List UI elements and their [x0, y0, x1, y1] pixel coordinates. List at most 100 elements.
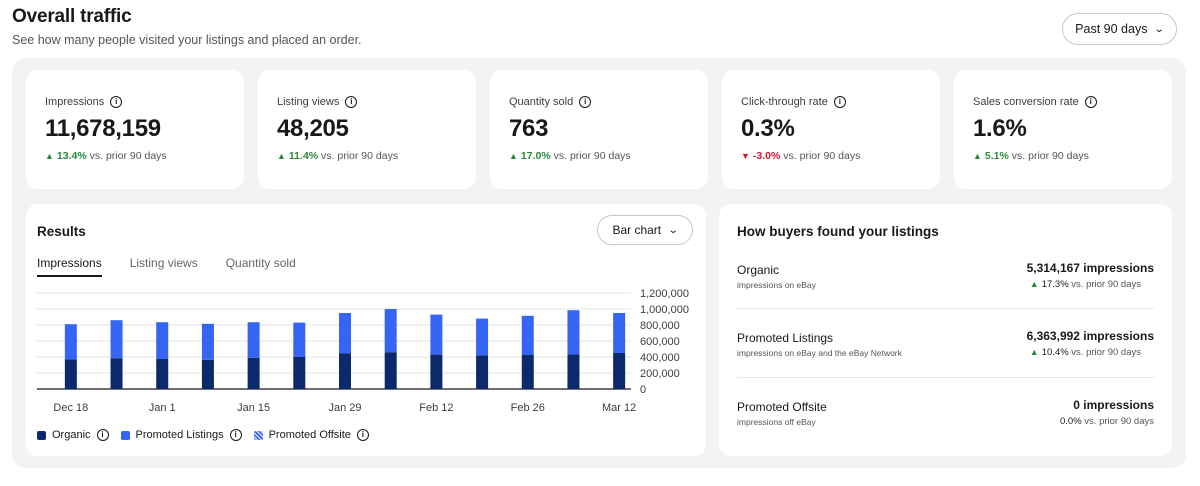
info-icon[interactable]: i: [345, 96, 358, 108]
legend-label: Organic: [52, 429, 91, 441]
source-description: impressions on eBay and the eBay Network: [737, 348, 902, 358]
change-comparison: vs. prior 90 days: [321, 150, 399, 162]
info-icon[interactable]: i: [229, 429, 242, 441]
info-icon[interactable]: i: [1084, 96, 1097, 108]
x-tick-label: Jan 15: [237, 402, 270, 414]
results-tabs: Impressions Listing views Quantity sold: [37, 256, 296, 277]
chart-type-dropdown[interactable]: Bar chart ⌄: [597, 215, 693, 245]
bar-promoted-listings: [201, 323, 214, 360]
chevron-down-icon: ⌄: [1154, 23, 1166, 35]
x-tick-label: Jan 1: [149, 402, 176, 414]
metric-change: ▲ 11.4% vs. prior 90 days: [277, 150, 458, 162]
bar-organic: [384, 352, 397, 389]
x-tick-label: Jan 29: [328, 402, 361, 414]
bar-organic: [521, 355, 534, 389]
bar-organic: [110, 358, 123, 389]
metric-change: ▲ 13.4% vs. prior 90 days: [45, 150, 226, 162]
bar-promoted-listings: [384, 309, 397, 353]
info-icon[interactable]: i: [356, 429, 369, 441]
source-description: impressions on eBay: [737, 280, 816, 290]
x-tick-label: Dec 18: [53, 402, 88, 414]
triangle-up-icon: ▲: [277, 151, 286, 161]
bar-promoted-listings: [293, 322, 306, 357]
bar-promoted-listings: [156, 322, 169, 359]
change-comparison: vs. prior 90 days: [783, 150, 861, 162]
change-percent: 10.4%: [1041, 347, 1069, 358]
y-tick-label: 200,000: [640, 368, 680, 380]
page-header: Overall traffic See how many people visi…: [12, 6, 362, 47]
bar-promoted-listings: [567, 310, 580, 355]
bar-promoted-listings: [64, 324, 77, 360]
legend-swatch: [37, 430, 46, 440]
source-row-organic: Organic impressions on eBay 5,314,167 im…: [737, 261, 1154, 323]
tab-quantity-sold[interactable]: Quantity sold: [225, 256, 296, 270]
metric-label: Click-through rate: [741, 96, 828, 108]
legend-item-promoted-offsite: Promoted Offsite i: [253, 429, 369, 441]
source-value: 5,314,167 impressions: [1026, 261, 1154, 275]
change-comparison: vs. prior 90 days: [1011, 150, 1089, 162]
page-title: Overall traffic: [12, 6, 132, 27]
metric-value: 763: [509, 115, 549, 142]
y-tick-label: 1,000,000: [640, 304, 689, 316]
info-icon[interactable]: i: [579, 96, 592, 108]
change-percent: 17.3%: [1041, 279, 1069, 290]
bar-promoted-listings: [521, 315, 534, 355]
period-dropdown[interactable]: Past 90 days ⌄: [1062, 13, 1177, 45]
results-bar-chart: 1,200,000 1,000,000 800,000 600,000 400,000 2…: [37, 288, 689, 414]
info-icon[interactable]: i: [96, 429, 109, 441]
bar-organic: [201, 359, 214, 389]
y-tick-label: 1,200,000: [640, 288, 689, 300]
bar-organic: [613, 353, 626, 389]
metric-change: ▲ 17.0% vs. prior 90 days: [509, 150, 690, 162]
bar-organic: [293, 357, 306, 389]
metric-label: Quantity sold: [509, 96, 574, 108]
triangle-down-icon: ▼: [741, 151, 750, 161]
chevron-down-icon: ⌄: [667, 224, 679, 236]
change-comparison: vs. prior 90 days: [1071, 347, 1141, 358]
page-subtitle: See how many people visited your listing…: [12, 33, 362, 47]
x-tick-label: Feb 12: [419, 402, 453, 414]
info-icon[interactable]: i: [110, 96, 123, 108]
y-tick-label: 600,000: [640, 336, 680, 348]
source-row-promoted-offsite: Promoted Offsite impressions off eBay 0 …: [737, 398, 1154, 460]
divider: [737, 308, 1154, 309]
x-tick-label: Feb 26: [511, 402, 545, 414]
bar-organic: [476, 355, 489, 389]
source-value: 6,363,992 impressions: [1026, 329, 1154, 343]
source-change: ▲ 10.4% vs. prior 90 days: [1030, 347, 1141, 358]
change-percent: 11.4%: [288, 150, 319, 162]
buyers-source-card: How buyers found your listings Organic i…: [719, 204, 1172, 456]
triangle-up-icon: ▲: [1029, 347, 1039, 357]
bar-promoted-listings: [339, 313, 351, 354]
divider: [737, 377, 1154, 378]
metric-value: 48,205: [277, 115, 349, 142]
bar-organic: [156, 359, 169, 389]
metric-change: ▼ -3.0% vs. prior 90 days: [741, 150, 922, 162]
tab-listing-views[interactable]: Listing views: [129, 256, 198, 270]
change-percent: 17.0%: [520, 150, 551, 162]
bar-organic: [567, 354, 580, 389]
metric-card-listing-views: Listing views i 48,205 ▲ 11.4% vs. prior 9…: [258, 70, 476, 189]
metric-label: Listing views: [277, 96, 340, 108]
change-percent: 5.1%: [984, 150, 1009, 162]
info-icon[interactable]: i: [833, 96, 846, 108]
metric-label: Impressions: [45, 96, 105, 108]
metric-value: 11,678,159: [45, 115, 161, 142]
source-change: 0.0% vs. prior 90 days: [1060, 416, 1154, 427]
period-label: Past 90 days: [1075, 22, 1148, 36]
triangle-up-icon: ▲: [45, 151, 54, 161]
x-tick-label: Mar 12: [602, 402, 636, 414]
change-percent: 13.4%: [56, 150, 87, 162]
metric-label: Sales conversion rate: [973, 96, 1079, 108]
source-value: 0 impressions: [1073, 398, 1154, 412]
metric-card-sales-conversion-rate: Sales conversion rate i 1.6% ▲ 5.1% vs. pr…: [954, 70, 1172, 189]
triangle-up-icon: ▲: [509, 151, 518, 161]
tab-impressions[interactable]: Impressions: [37, 256, 102, 277]
legend-label: Promoted Offsite: [268, 429, 351, 441]
change-percent: 0.0%: [1060, 416, 1082, 427]
metric-change: ▲ 5.1% vs. prior 90 days: [973, 150, 1154, 162]
bar-organic: [247, 357, 260, 389]
chart-legend: Organic i Promoted Listings i Promoted O…: [37, 429, 369, 441]
source-name: Organic: [737, 263, 780, 277]
buyers-title: How buyers found your listings: [737, 224, 939, 239]
